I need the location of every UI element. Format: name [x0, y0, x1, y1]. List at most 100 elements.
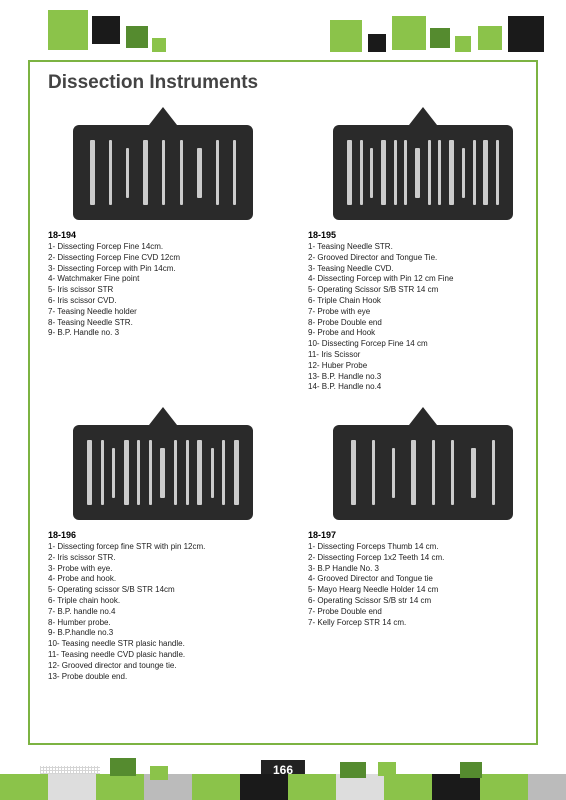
- instrument-icon: [109, 140, 112, 205]
- deco-square: [110, 758, 136, 776]
- instrument-icon: [370, 148, 373, 198]
- list-item: 5- Mayo Hearg Needle Holder 14 cm: [308, 585, 538, 596]
- page-title: Dissection Instruments: [48, 72, 258, 94]
- deco-square: [48, 10, 88, 50]
- instrument-icon: [174, 440, 177, 505]
- list-item: 1- Dissecting Forceps Thumb 14 cm.: [308, 542, 538, 553]
- list-item: 10- Teasing needle STR plasic handle.: [48, 639, 278, 650]
- instrument-icon: [404, 140, 407, 205]
- instrument-icon: [143, 140, 148, 205]
- instrument-icon: [449, 140, 454, 205]
- instrument-icon: [234, 440, 239, 505]
- instrument-icon: [428, 140, 431, 205]
- instrument-icon: [411, 440, 416, 505]
- instrument-icon: [394, 140, 397, 205]
- list-item: 9- Probe and Hook: [308, 328, 538, 339]
- list-item: 2- Grooved Director and Tongue Tie.: [308, 253, 538, 264]
- list-item: 3- B.P Handle No. 3: [308, 564, 538, 575]
- instrument-icon: [126, 148, 129, 198]
- list-item: 8- Humber probe.: [48, 618, 278, 629]
- deco-square: [368, 34, 386, 52]
- product-sku: 18-194: [48, 230, 278, 240]
- list-item: 11- Iris Scissor: [308, 350, 538, 361]
- instrument-icon: [351, 440, 356, 505]
- deco-square: [126, 26, 148, 48]
- instrument-icon: [112, 448, 115, 498]
- product-item: 18-196 1- Dissecting forcep fine STR with…: [48, 425, 278, 682]
- product-image: [73, 125, 253, 220]
- product-item: 18-194 1- Dissecting Forcep Fine 14cm.2- …: [48, 125, 278, 339]
- product-image: [333, 425, 513, 520]
- instrument-icon: [162, 140, 165, 205]
- product-contents-list: 1- Dissecting forcep fine STR with pin 1…: [48, 542, 278, 682]
- instrument-icon: [381, 140, 386, 205]
- list-item: 1- Dissecting Forcep Fine 14cm.: [48, 242, 278, 253]
- list-item: 3- Probe with eye.: [48, 564, 278, 575]
- product-sku: 18-196: [48, 530, 278, 540]
- instrument-icon: [186, 440, 189, 505]
- list-item: 9- B.P.handle no.3: [48, 628, 278, 639]
- list-item: 9- B.P. Handle no. 3: [48, 328, 278, 339]
- deco-square: [480, 774, 528, 800]
- deco-square: [384, 774, 432, 800]
- instrument-icon: [372, 440, 375, 505]
- instrument-icon: [197, 440, 202, 505]
- deco-square: [0, 774, 48, 800]
- list-item: 7- Teasing Needle holder: [48, 307, 278, 318]
- deco-square: [96, 774, 144, 800]
- list-item: 10- Dissecting Forcep Fine 14 cm: [308, 339, 538, 350]
- list-item: 5- Operating scissor S/B STR 14cm: [48, 585, 278, 596]
- list-item: 8- Probe Double end: [308, 318, 538, 329]
- content-area: 18-1941- Dissecting Forcep Fine 14cm.2- …: [28, 125, 538, 745]
- instrument-icon: [87, 440, 92, 505]
- instrument-icon: [222, 440, 225, 505]
- product-sku: 18-197: [308, 530, 538, 540]
- instruments-render: [343, 435, 503, 510]
- instrument-icon: [137, 440, 140, 505]
- instrument-icon: [101, 440, 104, 505]
- list-item: 12- Grooved director and tounge tie.: [48, 661, 278, 672]
- instrument-icon: [347, 140, 352, 205]
- instrument-icon: [415, 148, 420, 198]
- list-item: 6- Triple Chain Hook: [308, 296, 538, 307]
- list-item: 6- Triple chain hook.: [48, 596, 278, 607]
- deco-square: [460, 762, 482, 778]
- list-item: 7- Probe Double end: [308, 607, 538, 618]
- deco-square: [508, 16, 544, 52]
- list-item: 5- Iris scissor STR: [48, 285, 278, 296]
- deco-square: [330, 20, 362, 52]
- instrument-icon: [360, 140, 363, 205]
- list-item: 4- Probe and hook.: [48, 574, 278, 585]
- deco-square: [340, 762, 366, 778]
- deco-square: [92, 16, 120, 44]
- product-item: 18-1951- Teasing Needle STR.2- Grooved D…: [308, 125, 538, 393]
- instrument-icon: [392, 448, 395, 498]
- product-contents-list: 1- Dissecting Forcep Fine 14cm.2- Dissec…: [48, 242, 278, 339]
- deco-square: [478, 26, 502, 50]
- top-decoration: [0, 8, 566, 56]
- list-item: 6- Operating Scissor S/B str 14 cm: [308, 596, 538, 607]
- instrument-icon: [160, 448, 165, 498]
- deco-square: [152, 38, 166, 52]
- instrument-icon: [473, 140, 476, 205]
- list-item: 7- Kelly Forcep STR 14 cm.: [308, 618, 538, 629]
- list-item: 4- Watchmaker Fine point: [48, 274, 278, 285]
- instrument-icon: [149, 440, 152, 505]
- instrument-icon: [451, 440, 454, 505]
- list-item: 7- B.P. handle no.4: [48, 607, 278, 618]
- instrument-icon: [211, 448, 214, 498]
- list-item: 2- Dissecting Forcep 1x2 Teeth 14 cm.: [308, 553, 538, 564]
- deco-square: [430, 28, 450, 48]
- instrument-icon: [492, 440, 495, 505]
- product-image: [333, 125, 513, 220]
- deco-square: [150, 766, 168, 780]
- catalog-page: Dissection Instruments 18-194 1- Dissecti…: [0, 0, 566, 800]
- instrument-icon: [216, 140, 219, 205]
- instrument-icon: [471, 448, 476, 498]
- list-item: 13- Probe double end.: [48, 672, 278, 683]
- list-item: 3- Teasing Needle CVD.: [308, 264, 538, 275]
- list-item: 3- Dissecting Forcep with Pin 14cm.: [48, 264, 278, 275]
- instrument-icon: [496, 140, 499, 205]
- instrument-icon: [483, 140, 488, 205]
- list-item: 8- Teasing Needle STR.: [48, 318, 278, 329]
